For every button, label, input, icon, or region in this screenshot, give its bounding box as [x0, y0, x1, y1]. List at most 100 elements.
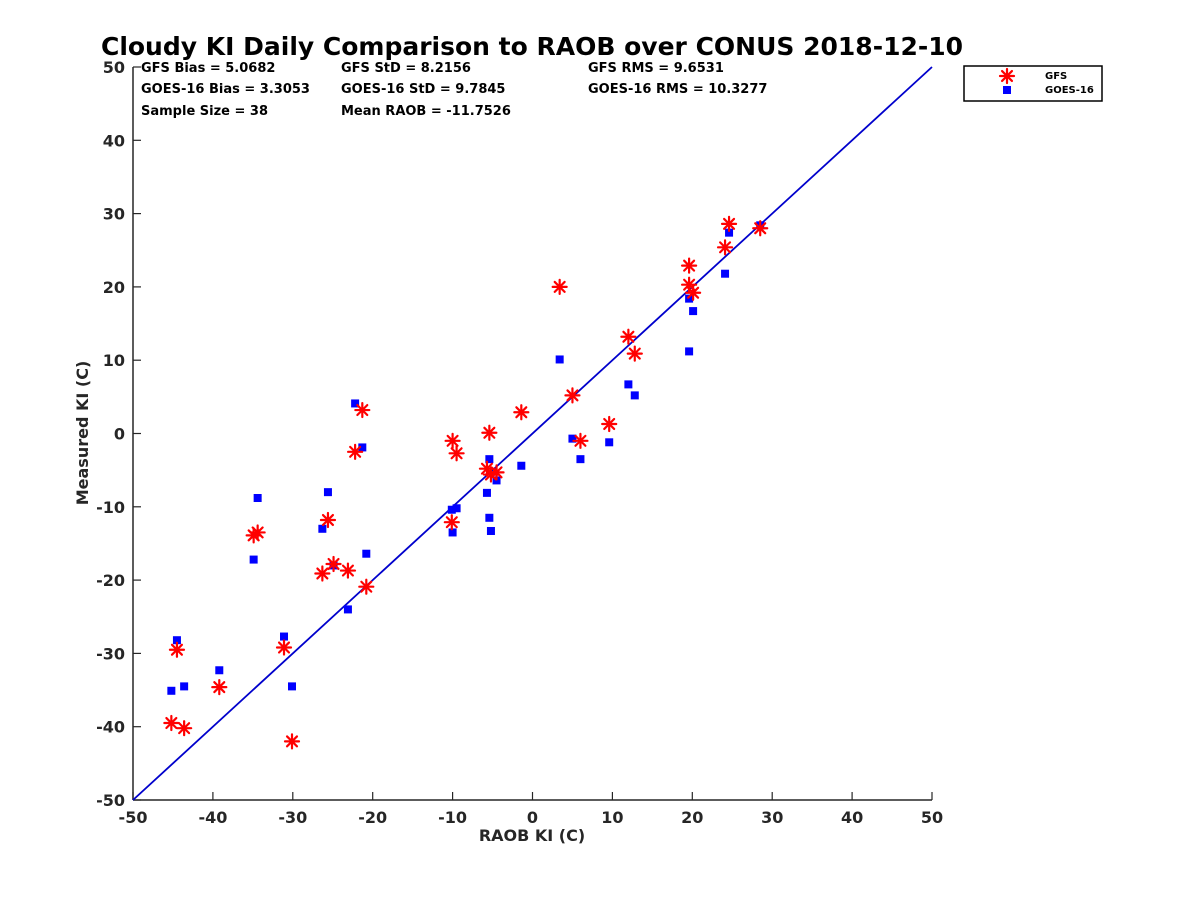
x-tick-label: -30: [278, 808, 307, 827]
goes-point: [249, 555, 258, 564]
legend-gfs-marker: [998, 67, 1016, 85]
one-to-one-line: [132, 66, 933, 801]
goes-point: [452, 504, 461, 513]
gfs-point: [443, 514, 460, 531]
gfs-point: [488, 464, 505, 481]
goes-point: [447, 505, 456, 514]
goes-point: [485, 455, 494, 464]
x-tick-label: -10: [438, 808, 467, 827]
gfs-point: [168, 641, 186, 658]
goes-point: [624, 380, 633, 389]
y-tick-label: -10: [96, 498, 125, 517]
data-points: [163, 215, 769, 750]
y-tick-label: 40: [103, 131, 125, 150]
stat-mean-raob: Mean RAOB = -11.7526: [341, 104, 511, 119]
gfs-point: [564, 387, 581, 404]
legend-goes-marker: [1003, 86, 1011, 94]
gfs-point: [163, 714, 180, 732]
gfs-point: [684, 284, 702, 301]
goes-point: [288, 682, 297, 691]
gfs-point: [716, 239, 734, 256]
gfs-point: [275, 639, 293, 656]
gfs-point: [339, 562, 357, 579]
goes-point: [485, 513, 494, 522]
stat-sample-size: Sample Size = 38: [141, 104, 268, 119]
gfs-point: [626, 345, 643, 362]
y-tick-label: 10: [103, 351, 125, 370]
y-tick-label: 20: [103, 278, 125, 297]
goes-point: [689, 307, 698, 316]
goes-point: [721, 269, 730, 278]
goes-point: [685, 294, 694, 303]
goes-point: [180, 682, 189, 691]
goes-point: [605, 438, 614, 447]
goes-point: [482, 488, 491, 497]
goes-point: [318, 524, 327, 533]
goes-point: [215, 666, 224, 675]
y-tick-label: -30: [96, 644, 125, 663]
y-tick-label: -20: [96, 571, 125, 590]
goes-point: [576, 455, 585, 464]
x-tick-label: -40: [198, 808, 227, 827]
chart-title: Cloudy KI Daily Comparison to RAOB over …: [101, 32, 963, 61]
gfs-point: [620, 328, 637, 345]
stat-gfs-bias: GFS Bias = 5.0682: [141, 61, 275, 76]
goes-point: [280, 632, 289, 641]
gfs-point: [448, 445, 465, 462]
gfs-point: [354, 401, 371, 419]
x-tick-label: 50: [921, 808, 943, 827]
gfs-point: [319, 511, 337, 529]
goes-point: [351, 399, 360, 408]
stats-block: GFS Bias = 5.0682 GFS StD = 8.2156 GFS R…: [141, 61, 767, 119]
goes-point: [253, 494, 262, 503]
y-axis-label: Measured KI (C): [73, 361, 92, 506]
y-axis-ticks: -50 -40 -30 -20 -10 0 10 20 30 40 50: [96, 58, 141, 810]
goes-point: [685, 347, 694, 356]
x-axis-ticks: -50 -40 -30 -20 -10 0 10 20 30 40 50: [119, 792, 943, 827]
gfs-point: [720, 215, 738, 232]
goes-point: [362, 549, 371, 558]
x-tick-label: -50: [119, 808, 148, 827]
goes-point: [568, 434, 577, 443]
gfs-point: [681, 257, 698, 274]
gfs-point: [211, 679, 228, 696]
stat-goes-rms: GOES-16 RMS = 10.3277: [588, 82, 767, 97]
y-tick-label: -50: [96, 791, 125, 810]
x-tick-label: 20: [681, 808, 703, 827]
goes-point: [448, 528, 457, 537]
legend-gfs-label: GFS: [1045, 71, 1067, 82]
y-tick-label: 50: [103, 58, 125, 77]
goes-point: [555, 355, 564, 364]
gfs-point: [601, 415, 618, 433]
y-tick-label: -40: [96, 718, 125, 737]
stat-goes-std: GOES-16 StD = 9.7845: [341, 82, 505, 97]
x-axis-label: RAOB KI (C): [479, 826, 585, 845]
gfs-point: [358, 578, 375, 595]
goes-point: [517, 461, 526, 470]
goes-point: [167, 686, 176, 695]
goes-point: [486, 526, 495, 535]
gfs-point: [572, 432, 589, 449]
y-tick-label: 0: [114, 425, 125, 444]
stat-gfs-rms: GFS RMS = 9.6531: [588, 61, 724, 76]
x-tick-label: 10: [601, 808, 623, 827]
legend: GFS GOES-16: [963, 65, 1103, 102]
x-tick-label: 40: [841, 808, 863, 827]
goes-point: [323, 488, 332, 497]
gfs-point: [249, 524, 266, 541]
stat-gfs-std: GFS StD = 8.2156: [341, 61, 471, 76]
gfs-point: [314, 565, 331, 582]
gfs-point: [176, 720, 193, 737]
gfs-point: [283, 733, 301, 750]
goes-point: [358, 443, 367, 452]
gfs-point: [513, 404, 530, 421]
gfs-point: [752, 220, 769, 237]
x-tick-label: 0: [527, 808, 538, 827]
goes-point: [343, 605, 352, 614]
legend-box: [963, 65, 1103, 102]
goes-point: [725, 228, 734, 237]
stat-goes-bias: GOES-16 Bias = 3.3053: [141, 82, 310, 97]
gfs-point: [347, 443, 364, 460]
goes-point: [172, 636, 181, 645]
